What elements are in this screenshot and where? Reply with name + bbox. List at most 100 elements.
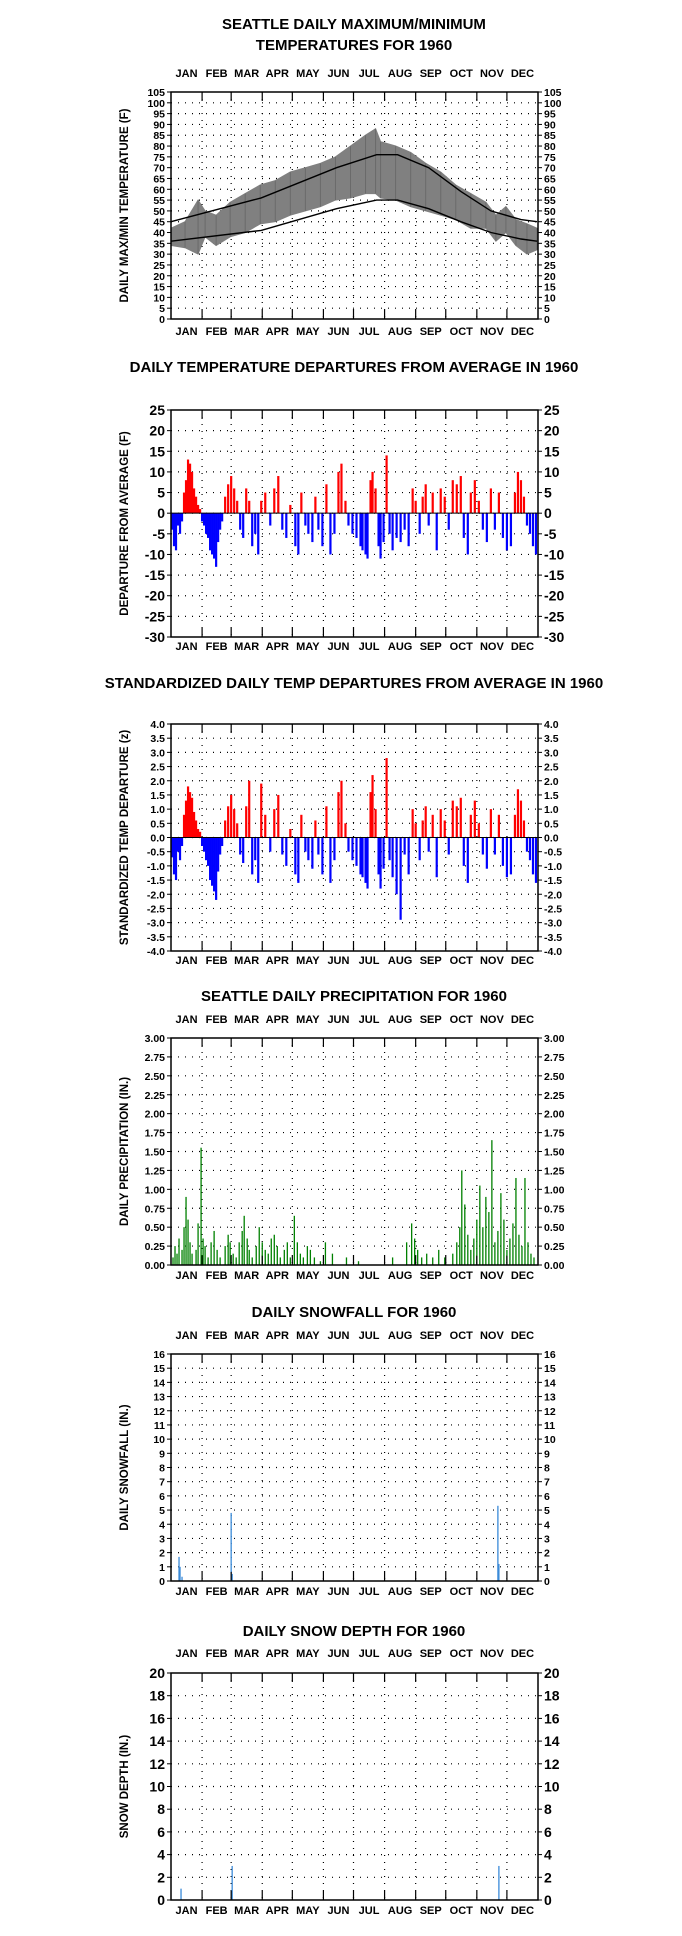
y-tick-label-right: 4.0: [544, 719, 559, 731]
y-tick-label-left: 0.25: [145, 1241, 166, 1253]
month-label-bottom: JAN: [176, 1905, 198, 1917]
month-label-bottom: FEB: [206, 1586, 228, 1598]
bar: [209, 513, 212, 551]
bar: [371, 775, 374, 838]
y-tick-label-right: 0: [544, 314, 550, 326]
y-tick-label-left: 0.50: [145, 1222, 166, 1234]
bar: [359, 513, 362, 547]
chart-title: SEATTLE DAILY PRECIPITATION FOR 1960: [201, 988, 507, 1005]
y-tick-label-left: 25: [149, 402, 165, 418]
y-tick-label-left: 5: [159, 303, 165, 315]
bar: [213, 1230, 215, 1265]
bar: [482, 1227, 484, 1265]
bar: [462, 837, 465, 866]
bar: [426, 1253, 428, 1265]
bar: [324, 1242, 327, 1265]
bar: [369, 480, 372, 514]
month-label-top: JUL: [359, 68, 380, 80]
y-tick-label-left: 35: [153, 238, 165, 250]
bar: [505, 837, 509, 878]
y-tick-label-right: 6: [544, 1491, 550, 1503]
bar: [455, 484, 458, 514]
y-tick-label-right: 20: [544, 423, 560, 439]
y-tick-label-right: 15: [544, 1363, 556, 1375]
bar: [515, 1177, 517, 1265]
bar: [333, 513, 336, 534]
bar: [283, 1249, 285, 1265]
bar: [277, 476, 280, 514]
bar: [432, 1257, 434, 1265]
y-tick-label-right: 45: [544, 217, 556, 229]
bar: [361, 837, 364, 878]
bar: [190, 471, 194, 514]
bar: [174, 513, 178, 551]
bar: [213, 513, 216, 559]
bar: [217, 513, 220, 543]
month-label-top: JUL: [359, 1330, 380, 1342]
y-tick-label-right: 8: [544, 1801, 552, 1817]
bar: [497, 814, 500, 838]
bar: [200, 837, 204, 847]
bar: [355, 837, 358, 866]
bar: [202, 837, 206, 852]
month-label-bottom: MAY: [296, 1586, 320, 1598]
y-tick-label-left: 4: [157, 1847, 165, 1863]
bar: [467, 1234, 469, 1265]
month-label-bottom: MAY: [296, 1905, 320, 1917]
bar: [176, 1253, 178, 1265]
bar: [317, 837, 320, 855]
y-tick-label-right: 25: [544, 260, 556, 272]
bar: [477, 500, 480, 514]
bar: [527, 1242, 529, 1265]
bar: [231, 1573, 233, 1581]
month-label-bottom: NOV: [480, 1905, 505, 1917]
y-axis-label: DAILY PRECIPITATION (IN.): [119, 1077, 131, 1226]
month-label-top: JAN: [176, 1330, 198, 1342]
y-tick-label-left: -10: [145, 546, 165, 562]
bar: [194, 820, 198, 838]
bar: [501, 513, 505, 538]
y-tick-label-right: 105: [544, 87, 562, 99]
bar: [202, 513, 206, 526]
month-label-bottom: DEC: [511, 1905, 534, 1917]
y-tick-label-left: 0: [157, 505, 165, 521]
y-tick-label-left: -30: [145, 629, 165, 645]
bar: [304, 837, 307, 852]
bar: [304, 513, 307, 526]
bar: [374, 809, 377, 838]
bar: [204, 513, 208, 534]
bar: [421, 496, 424, 514]
month-label-bottom: FEB: [206, 1270, 228, 1282]
bar: [270, 1238, 272, 1265]
month-label-top: SEP: [420, 1330, 442, 1342]
y-tick-label-left: 15: [153, 1363, 165, 1375]
month-label-bottom: FEB: [206, 641, 228, 653]
month-label-bottom: MAR: [234, 326, 259, 338]
bar: [391, 1257, 394, 1265]
bar: [309, 1249, 312, 1265]
bar: [379, 837, 382, 889]
bar: [321, 513, 324, 547]
bar: [451, 800, 454, 838]
y-tick-label-left: 20: [149, 1665, 165, 1681]
bar: [459, 797, 462, 838]
y-tick-label-left: -3.0: [147, 918, 165, 930]
month-label-bottom: JUN: [327, 1586, 349, 1598]
bar: [391, 513, 394, 551]
bar: [215, 513, 218, 567]
bar: [300, 492, 303, 514]
bar: [261, 1242, 263, 1265]
bar: [509, 837, 513, 875]
bar: [435, 837, 438, 878]
y-tick-label-right: 6: [544, 1824, 552, 1840]
y-tick-label-right: 16: [544, 1710, 560, 1726]
y-tick-label-right: 18: [544, 1688, 560, 1704]
month-label-top: JUN: [327, 1330, 349, 1342]
month-label-bottom: DEC: [511, 955, 534, 967]
bar: [411, 488, 414, 514]
month-label-bottom: JUL: [359, 641, 380, 653]
month-label-top: JUL: [359, 1014, 380, 1026]
bar: [211, 837, 214, 886]
y-tick-label-right: 95: [544, 109, 556, 121]
month-label-bottom: SEP: [420, 1586, 442, 1598]
